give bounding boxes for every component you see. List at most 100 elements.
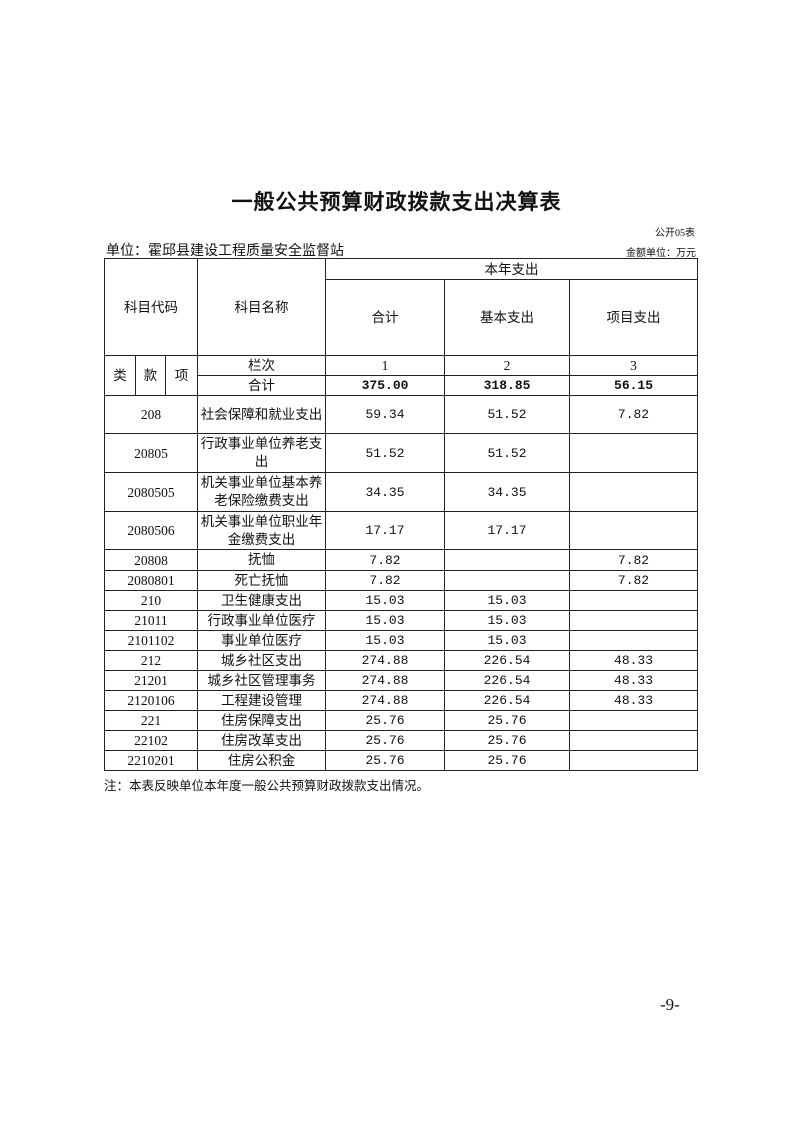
row-project — [569, 511, 699, 550]
row-name: 住房改革支出 — [197, 730, 327, 751]
row-total: 51.52 — [325, 433, 446, 473]
row-code: 20805 — [103, 433, 199, 473]
row-project: 48.33 — [569, 670, 699, 691]
row-code: 210 — [103, 590, 199, 611]
header-kuan: 款 — [135, 355, 166, 396]
row-name: 死亡抚恤 — [197, 570, 327, 591]
row-name: 城乡社区管理事务 — [197, 670, 327, 691]
row-code: 2101102 — [103, 630, 199, 651]
row-basic: 17.17 — [444, 511, 571, 550]
row-name: 城乡社区支出 — [197, 650, 327, 671]
row-name: 事业单位医疗 — [197, 630, 327, 651]
table-row: 21011 行政事业单位医疗 15.03 15.03 — [103, 610, 699, 631]
table-row: 2101102 事业单位医疗 15.03 15.03 — [103, 630, 699, 651]
row-name: 工程建设管理 — [197, 690, 327, 711]
row-code: 212 — [103, 650, 199, 671]
sum-basic: 318.85 — [444, 375, 571, 396]
row-basic: 25.76 — [444, 730, 571, 751]
header-basic: 基本支出 — [444, 279, 571, 356]
row-total: 7.82 — [325, 549, 446, 571]
row-name: 机关事业单位基本养老保险缴费支出 — [197, 472, 327, 512]
header-name: 科目名称 — [197, 258, 327, 356]
row-code: 2080505 — [103, 472, 199, 512]
row-basic: 226.54 — [444, 650, 571, 671]
row-code: 2210201 — [103, 750, 199, 771]
row-total: 15.03 — [325, 590, 446, 611]
row-name: 卫生健康支出 — [197, 590, 327, 611]
header-total: 合计 — [325, 279, 446, 356]
row-project: 48.33 — [569, 650, 699, 671]
row-total: 274.88 — [325, 670, 446, 691]
row-code: 20808 — [103, 549, 199, 571]
header-group: 本年支出 — [325, 258, 699, 280]
column-no-1: 1 — [325, 355, 446, 376]
table-note: 注：本表反映单位本年度一般公共预算财政拨款支出情况。 — [104, 779, 430, 793]
row-basic — [444, 570, 571, 591]
row-basic: 226.54 — [444, 690, 571, 711]
row-code: 21201 — [103, 670, 199, 691]
table-row: 208 社会保障和就业支出 59.34 51.52 7.82 — [103, 395, 699, 434]
row-basic — [444, 549, 571, 571]
column-no-2: 2 — [444, 355, 571, 376]
row-project — [569, 750, 699, 771]
column-no-label: 栏次 — [197, 355, 327, 376]
row-total: 17.17 — [325, 511, 446, 550]
row-project — [569, 730, 699, 751]
row-project: 7.82 — [569, 549, 699, 571]
row-basic: 25.76 — [444, 750, 571, 771]
row-basic: 34.35 — [444, 472, 571, 512]
table-row: 212 城乡社区支出 274.88 226.54 48.33 — [103, 650, 699, 671]
row-project: 7.82 — [569, 395, 699, 434]
row-basic: 15.03 — [444, 610, 571, 631]
row-name: 行政事业单位养老支出 — [197, 433, 327, 473]
row-total: 15.03 — [325, 610, 446, 631]
row-total: 15.03 — [325, 630, 446, 651]
row-project — [569, 610, 699, 631]
row-total: 34.35 — [325, 472, 446, 512]
row-project — [569, 433, 699, 473]
row-basic: 15.03 — [444, 630, 571, 651]
table-row: 22102 住房改革支出 25.76 25.76 — [103, 730, 699, 751]
row-name: 抚恤 — [197, 549, 327, 571]
row-total: 274.88 — [325, 650, 446, 671]
column-no-3: 3 — [569, 355, 699, 376]
form-number: 公开05表 — [655, 228, 695, 239]
row-total: 7.82 — [325, 570, 446, 591]
table-row: 2120106 工程建设管理 274.88 226.54 48.33 — [103, 690, 699, 711]
row-project: 48.33 — [569, 690, 699, 711]
row-basic: 226.54 — [444, 670, 571, 691]
unit-label: 单位：霍邱县建设工程质量安全监督站 — [106, 244, 344, 259]
row-project — [569, 710, 699, 731]
page-number: -9- — [660, 995, 680, 1014]
table-row: 210 卫生健康支出 15.03 15.03 — [103, 590, 699, 611]
row-basic: 51.52 — [444, 433, 571, 473]
sum-total: 375.00 — [325, 375, 446, 396]
row-name: 机关事业单位职业年金缴费支出 — [197, 511, 327, 550]
row-total: 25.76 — [325, 730, 446, 751]
amount-unit: 金额单位：万元 — [626, 248, 696, 259]
table-row: 21201 城乡社区管理事务 274.88 226.54 48.33 — [103, 670, 699, 691]
row-total: 25.76 — [325, 750, 446, 771]
row-project: 7.82 — [569, 570, 699, 591]
table-row: 2210201 住房公积金 25.76 25.76 — [103, 750, 699, 771]
table-row: 2080801 死亡抚恤 7.82 7.82 — [103, 570, 699, 591]
table-row: 2080506 机关事业单位职业年金缴费支出 17.17 17.17 — [103, 511, 699, 550]
row-total: 59.34 — [325, 395, 446, 434]
row-code: 208 — [103, 395, 199, 434]
row-code: 2120106 — [103, 690, 199, 711]
row-basic: 51.52 — [444, 395, 571, 434]
row-code: 2080506 — [103, 511, 199, 550]
sum-label: 合计 — [197, 375, 327, 396]
row-total: 25.76 — [325, 710, 446, 731]
row-code: 21011 — [103, 610, 199, 631]
header-lei: 类 — [104, 355, 136, 396]
row-project — [569, 630, 699, 651]
row-code: 22102 — [103, 730, 199, 751]
table-row: 221 住房保障支出 25.76 25.76 — [103, 710, 699, 731]
row-name: 住房公积金 — [197, 750, 327, 771]
document-title: 一般公共预算财政拨款支出决算表 — [231, 190, 562, 214]
row-name: 住房保障支出 — [197, 710, 327, 731]
row-project — [569, 590, 699, 611]
row-total: 274.88 — [325, 690, 446, 711]
table-row: 20808 抚恤 7.82 7.82 — [103, 549, 699, 571]
